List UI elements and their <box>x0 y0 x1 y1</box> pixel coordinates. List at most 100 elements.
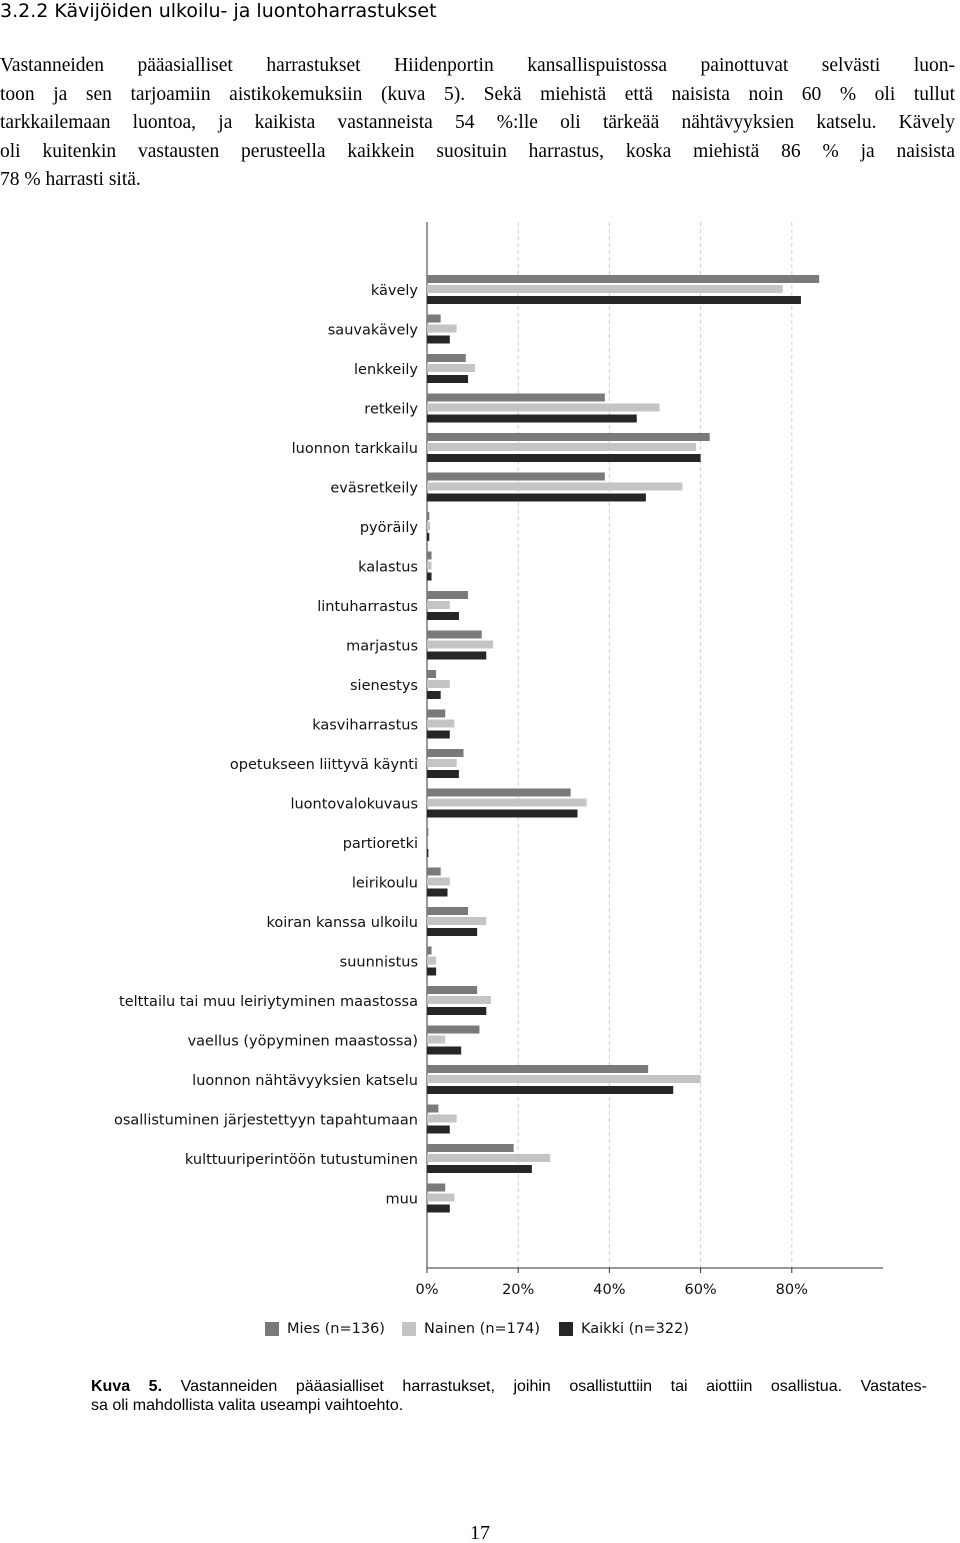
caption-line: sa oli mahdollista valita useampi vaihto… <box>91 1396 927 1415</box>
category-label: luonnon tarkkailu <box>292 441 418 457</box>
category-label: partioretki <box>343 836 418 852</box>
bar <box>427 1114 457 1123</box>
bar <box>427 433 710 441</box>
paragraph: Vastanneiden pääasialliset harrastukset … <box>0 52 955 195</box>
bar <box>427 522 431 530</box>
bar <box>427 1183 446 1192</box>
bar <box>427 709 446 718</box>
heading: 3.2.2 Kävijöiden ulkoilu- ja luontoharra… <box>0 0 437 22</box>
bar <box>427 1193 455 1202</box>
bar <box>427 561 432 570</box>
bar <box>427 809 578 818</box>
bar <box>427 798 587 807</box>
bar <box>427 1025 480 1034</box>
x-tick-label: 20% <box>502 1282 534 1298</box>
bar <box>427 877 450 886</box>
legend-swatch <box>402 1322 416 1336</box>
bar <box>427 996 491 1004</box>
legend-swatch <box>265 1322 279 1336</box>
caption-text: sa oli mahdollista valita useampi vaihto… <box>91 1397 404 1414</box>
category-label: opetukseen liittyvä käynti <box>230 757 418 773</box>
category-label: marjastus <box>346 639 418 655</box>
category-label: koiran kanssa ulkoilu <box>267 915 418 931</box>
legend-label: Kaikki (n=322) <box>581 1321 689 1337</box>
bar <box>427 1065 649 1073</box>
bar <box>427 324 457 333</box>
paragraph-line: tarkkailemaan luontoa, ja kaikista vasta… <box>0 112 955 133</box>
bar <box>427 296 801 304</box>
bar <box>427 630 482 639</box>
bar <box>427 917 487 925</box>
category-label: kasviharrastus <box>312 718 418 734</box>
category-label: sauvakävely <box>328 323 419 339</box>
category-label: kalastus <box>358 560 418 576</box>
paragraph-line: oli kuitenkin vastausten perusteella kai… <box>0 140 955 162</box>
bar <box>427 1154 551 1162</box>
legend-label: Nainen (n=174) <box>424 1321 540 1337</box>
bar <box>427 946 432 955</box>
bar <box>427 364 475 372</box>
paragraph-line: toon ja sen tarjoamiin aistikokemuksiin … <box>0 83 955 105</box>
category-label: suunnistus <box>340 955 418 971</box>
bar <box>427 403 660 412</box>
bar <box>427 907 469 915</box>
category-label: osallistuminen järjestettyyn tapahtumaan <box>114 1113 418 1129</box>
bar <box>427 770 459 778</box>
x-tick-label: 60% <box>684 1282 716 1298</box>
legend-label: Mies (n=136) <box>287 1321 385 1337</box>
bar <box>427 1086 674 1094</box>
bar <box>427 1104 439 1113</box>
bar <box>427 651 487 660</box>
bar <box>427 986 478 994</box>
bar <box>427 454 701 462</box>
caption: Kuva 5. Vastanneiden pääasialliset harra… <box>91 1377 927 1415</box>
category-label: luontovalokuvaus <box>290 797 418 813</box>
bar <box>427 788 571 797</box>
category-label: vaellus (yöpyminen maastossa) <box>188 1034 418 1050</box>
bar <box>427 443 697 451</box>
bar <box>427 749 464 757</box>
bar <box>427 1125 450 1134</box>
bar <box>427 640 494 649</box>
bar <box>427 1165 532 1173</box>
bar <box>427 1204 450 1213</box>
bar <box>427 414 637 423</box>
category-label: eväsretkeily <box>330 481 418 497</box>
page-number: 17 <box>470 1522 490 1543</box>
bar <box>427 375 469 383</box>
bar <box>427 1035 446 1044</box>
category-label: muu <box>385 1192 418 1208</box>
bar <box>427 591 469 599</box>
bar <box>427 928 478 936</box>
bar <box>427 1144 514 1152</box>
bar <box>427 1007 487 1015</box>
bar <box>427 472 605 481</box>
bar <box>427 956 437 965</box>
category-label: pyöräily <box>360 520 419 536</box>
caption-text: Vastanneiden pääasialliset harrastukset,… <box>162 1378 927 1395</box>
caption-label: Kuva 5. <box>91 1378 163 1395</box>
caption-line: Kuva 5. Vastanneiden pääasialliset harra… <box>91 1377 927 1396</box>
category-label: lintuharrastus <box>317 599 418 615</box>
x-tick-label: 0% <box>415 1282 438 1298</box>
category-label: luonnon nähtävyyksien katselu <box>192 1073 418 1089</box>
bar <box>427 691 441 699</box>
bar <box>427 670 437 678</box>
bar <box>427 601 450 609</box>
bar <box>427 572 432 581</box>
x-tick-label: 40% <box>593 1282 625 1298</box>
bar <box>427 612 459 620</box>
bar <box>427 849 429 857</box>
bar <box>427 967 437 976</box>
bar <box>427 285 783 293</box>
bar <box>427 680 450 688</box>
bar <box>427 533 430 541</box>
bar <box>427 888 448 897</box>
bar <box>427 275 820 283</box>
bar <box>427 512 430 520</box>
bar <box>427 867 441 876</box>
category-label: leirikoulu <box>352 876 418 892</box>
legend-swatch <box>559 1322 573 1336</box>
